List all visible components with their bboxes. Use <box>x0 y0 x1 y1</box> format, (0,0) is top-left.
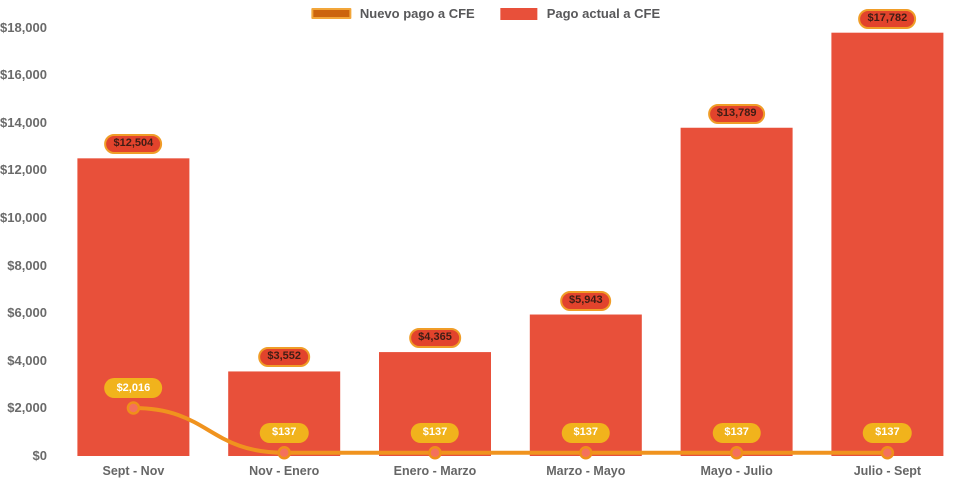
line-marker-0[interactable] <box>126 401 141 415</box>
trend-line <box>131 406 890 455</box>
bar-2[interactable] <box>379 352 491 456</box>
line-marker-4[interactable] <box>729 445 744 460</box>
line-marker-2[interactable] <box>428 445 442 460</box>
bar-5[interactable] <box>831 32 944 457</box>
legend: Nuevo pago a CFE Pago actual a CFE <box>310 6 661 21</box>
bar-3[interactable] <box>529 314 642 456</box>
line-marker-1[interactable] <box>277 445 291 460</box>
legend-item-nuevo-pago[interactable]: Nuevo pago a CFE <box>310 6 475 21</box>
legend-item-pago-actual[interactable]: Pago actual a CFE <box>500 6 661 21</box>
bar-4[interactable] <box>680 127 793 457</box>
legend-label-pago-actual: Pago actual a CFE <box>546 6 661 21</box>
line-marker-5[interactable] <box>880 445 895 460</box>
legend-label-nuevo-pago: Nuevo pago a CFE <box>359 6 475 21</box>
bar-1[interactable] <box>228 371 341 456</box>
bar-series-swatch-icon <box>500 7 538 20</box>
line-series-swatch-icon <box>310 8 351 19</box>
line-marker-3[interactable] <box>579 445 593 460</box>
